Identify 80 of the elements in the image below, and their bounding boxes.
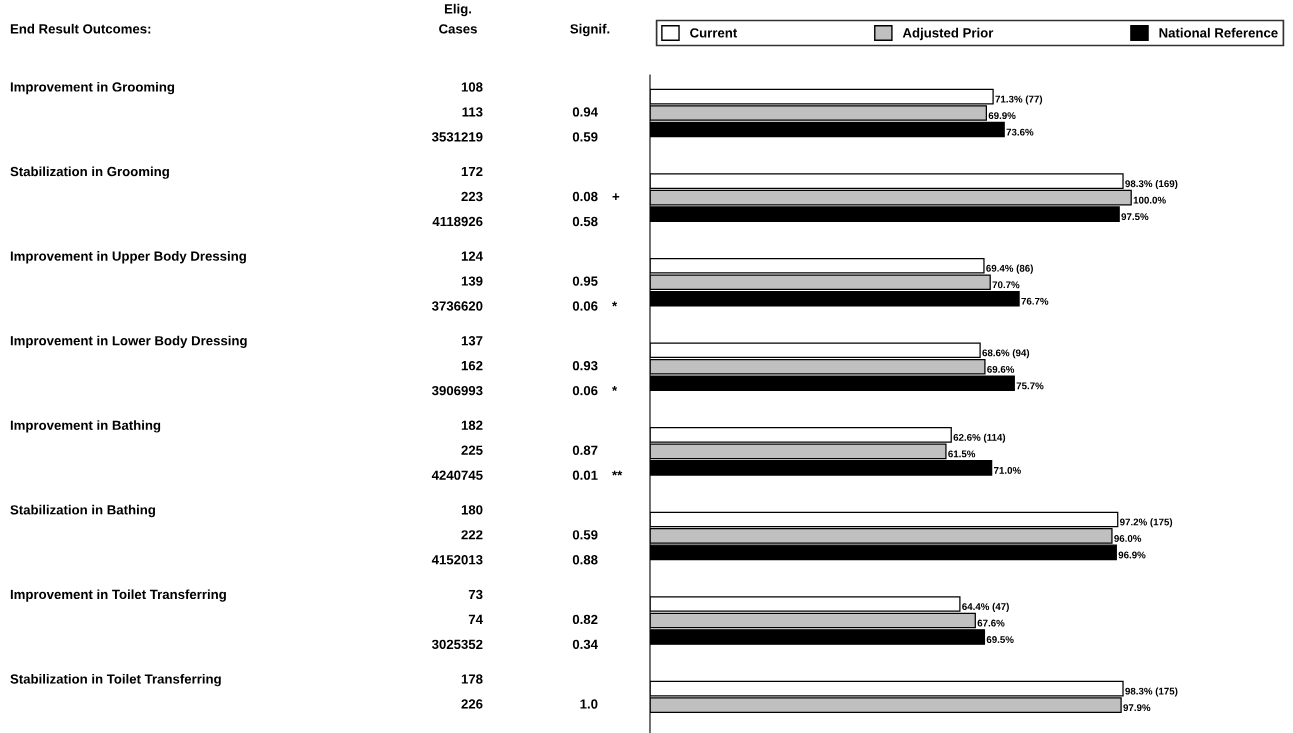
data-label: 97.5% — [1121, 213, 1149, 221]
text: 4118926 — [432, 216, 483, 227]
text: 178 — [461, 674, 483, 684]
y-tick-label: Stabilization in Bathing — [10, 504, 155, 518]
text: Elig. — [444, 3, 472, 17]
data-label: 100.0% — [1133, 196, 1166, 204]
text: * — [612, 301, 618, 307]
text: 180 — [461, 505, 483, 515]
text: 226 — [461, 699, 483, 709]
data-label: 67.6% — [977, 619, 1005, 627]
data-label: 69.5% — [986, 636, 1014, 643]
text: 0.82 — [572, 614, 598, 625]
text: 137 — [461, 336, 483, 346]
text: 108 — [461, 82, 483, 92]
legend-label: Current — [690, 28, 738, 38]
data-label: 97.9% — [1123, 704, 1151, 712]
text: 74 — [468, 614, 483, 624]
data-label: 96.0% — [1114, 535, 1142, 542]
text: 0.94 — [572, 107, 598, 117]
text: 124 — [461, 251, 483, 261]
text: Signif. — [570, 23, 610, 37]
data-label: 71.0% — [994, 466, 1021, 474]
data-label: 76.7% — [1021, 297, 1049, 305]
text: 0.58 — [572, 216, 598, 227]
text: 113 — [462, 107, 483, 117]
text: 3025352 — [431, 639, 483, 650]
text: 73 — [468, 589, 483, 600]
y-tick-label: Improvement in Toilet Transferring — [10, 589, 226, 602]
text: 223 — [461, 191, 483, 202]
text: 0.93 — [572, 360, 598, 371]
text: 225 — [461, 445, 483, 455]
text: 4152013 — [431, 555, 483, 565]
text: + — [612, 193, 620, 201]
text: 3906993 — [431, 385, 483, 396]
text: 0.01 — [572, 470, 598, 480]
text: * — [612, 386, 618, 391]
text: End Result Outcomes: — [10, 23, 151, 34]
text: ** — [612, 470, 623, 476]
text: 0.06 — [572, 301, 598, 311]
data-label: 96.9% — [1118, 551, 1146, 559]
data-label: 64.4% (47) — [962, 602, 1009, 612]
text: 0.59 — [572, 132, 598, 142]
y-tick-label: Stabilization in Grooming — [10, 166, 169, 179]
text: 3736620 — [431, 301, 483, 311]
data-label: 62.6% (114) — [953, 433, 1006, 443]
y-tick-label: Improvement in Lower Body Dressing — [10, 335, 247, 349]
text: 0.34 — [572, 639, 598, 650]
data-label: 97.2% (175) — [1119, 518, 1173, 528]
data-label: 98.3% (169) — [1125, 179, 1178, 190]
data-label: 69.6% — [987, 365, 1015, 373]
text: 0.06 — [572, 385, 598, 396]
data-label: 70.7% — [992, 281, 1020, 289]
text: 0.08 — [572, 191, 598, 202]
legend-label: National Reference — [1159, 27, 1278, 38]
data-label: 69.4% (86) — [986, 264, 1033, 274]
y-tick-label: Stabilization in Toilet Transferring — [10, 673, 221, 687]
y-tick-label: Improvement in Grooming — [10, 81, 175, 95]
data-label: 68.6% (94) — [982, 349, 1030, 359]
data-label: 61.5% — [948, 450, 976, 458]
text: 0.59 — [572, 530, 598, 540]
data-label: 71.3% (77) — [995, 95, 1043, 105]
text: 182 — [461, 420, 483, 430]
text: 1.0 — [580, 699, 598, 709]
y-tick-label: Improvement in Upper Body Dressing — [10, 251, 246, 264]
data-label: 73.6% — [1006, 128, 1034, 136]
text: 139 — [461, 276, 483, 286]
text: 0.95 — [572, 276, 598, 286]
data-label: 98.3% (175) — [1125, 687, 1178, 697]
text: 172 — [461, 166, 483, 177]
legend-label: Adjusted Prior — [902, 27, 994, 41]
text: 162 — [461, 360, 483, 371]
text: 3531219 — [431, 132, 483, 142]
data-label: 69.9% — [988, 112, 1016, 120]
text: Cases — [439, 24, 477, 34]
data-label: 75.7% — [1016, 382, 1044, 390]
text: 0.87 — [572, 445, 598, 455]
text: 4240745 — [431, 470, 483, 480]
text: 0.88 — [572, 555, 598, 565]
text: 222 — [461, 530, 483, 540]
y-tick-label: Improvement in Bathing — [10, 420, 161, 433]
